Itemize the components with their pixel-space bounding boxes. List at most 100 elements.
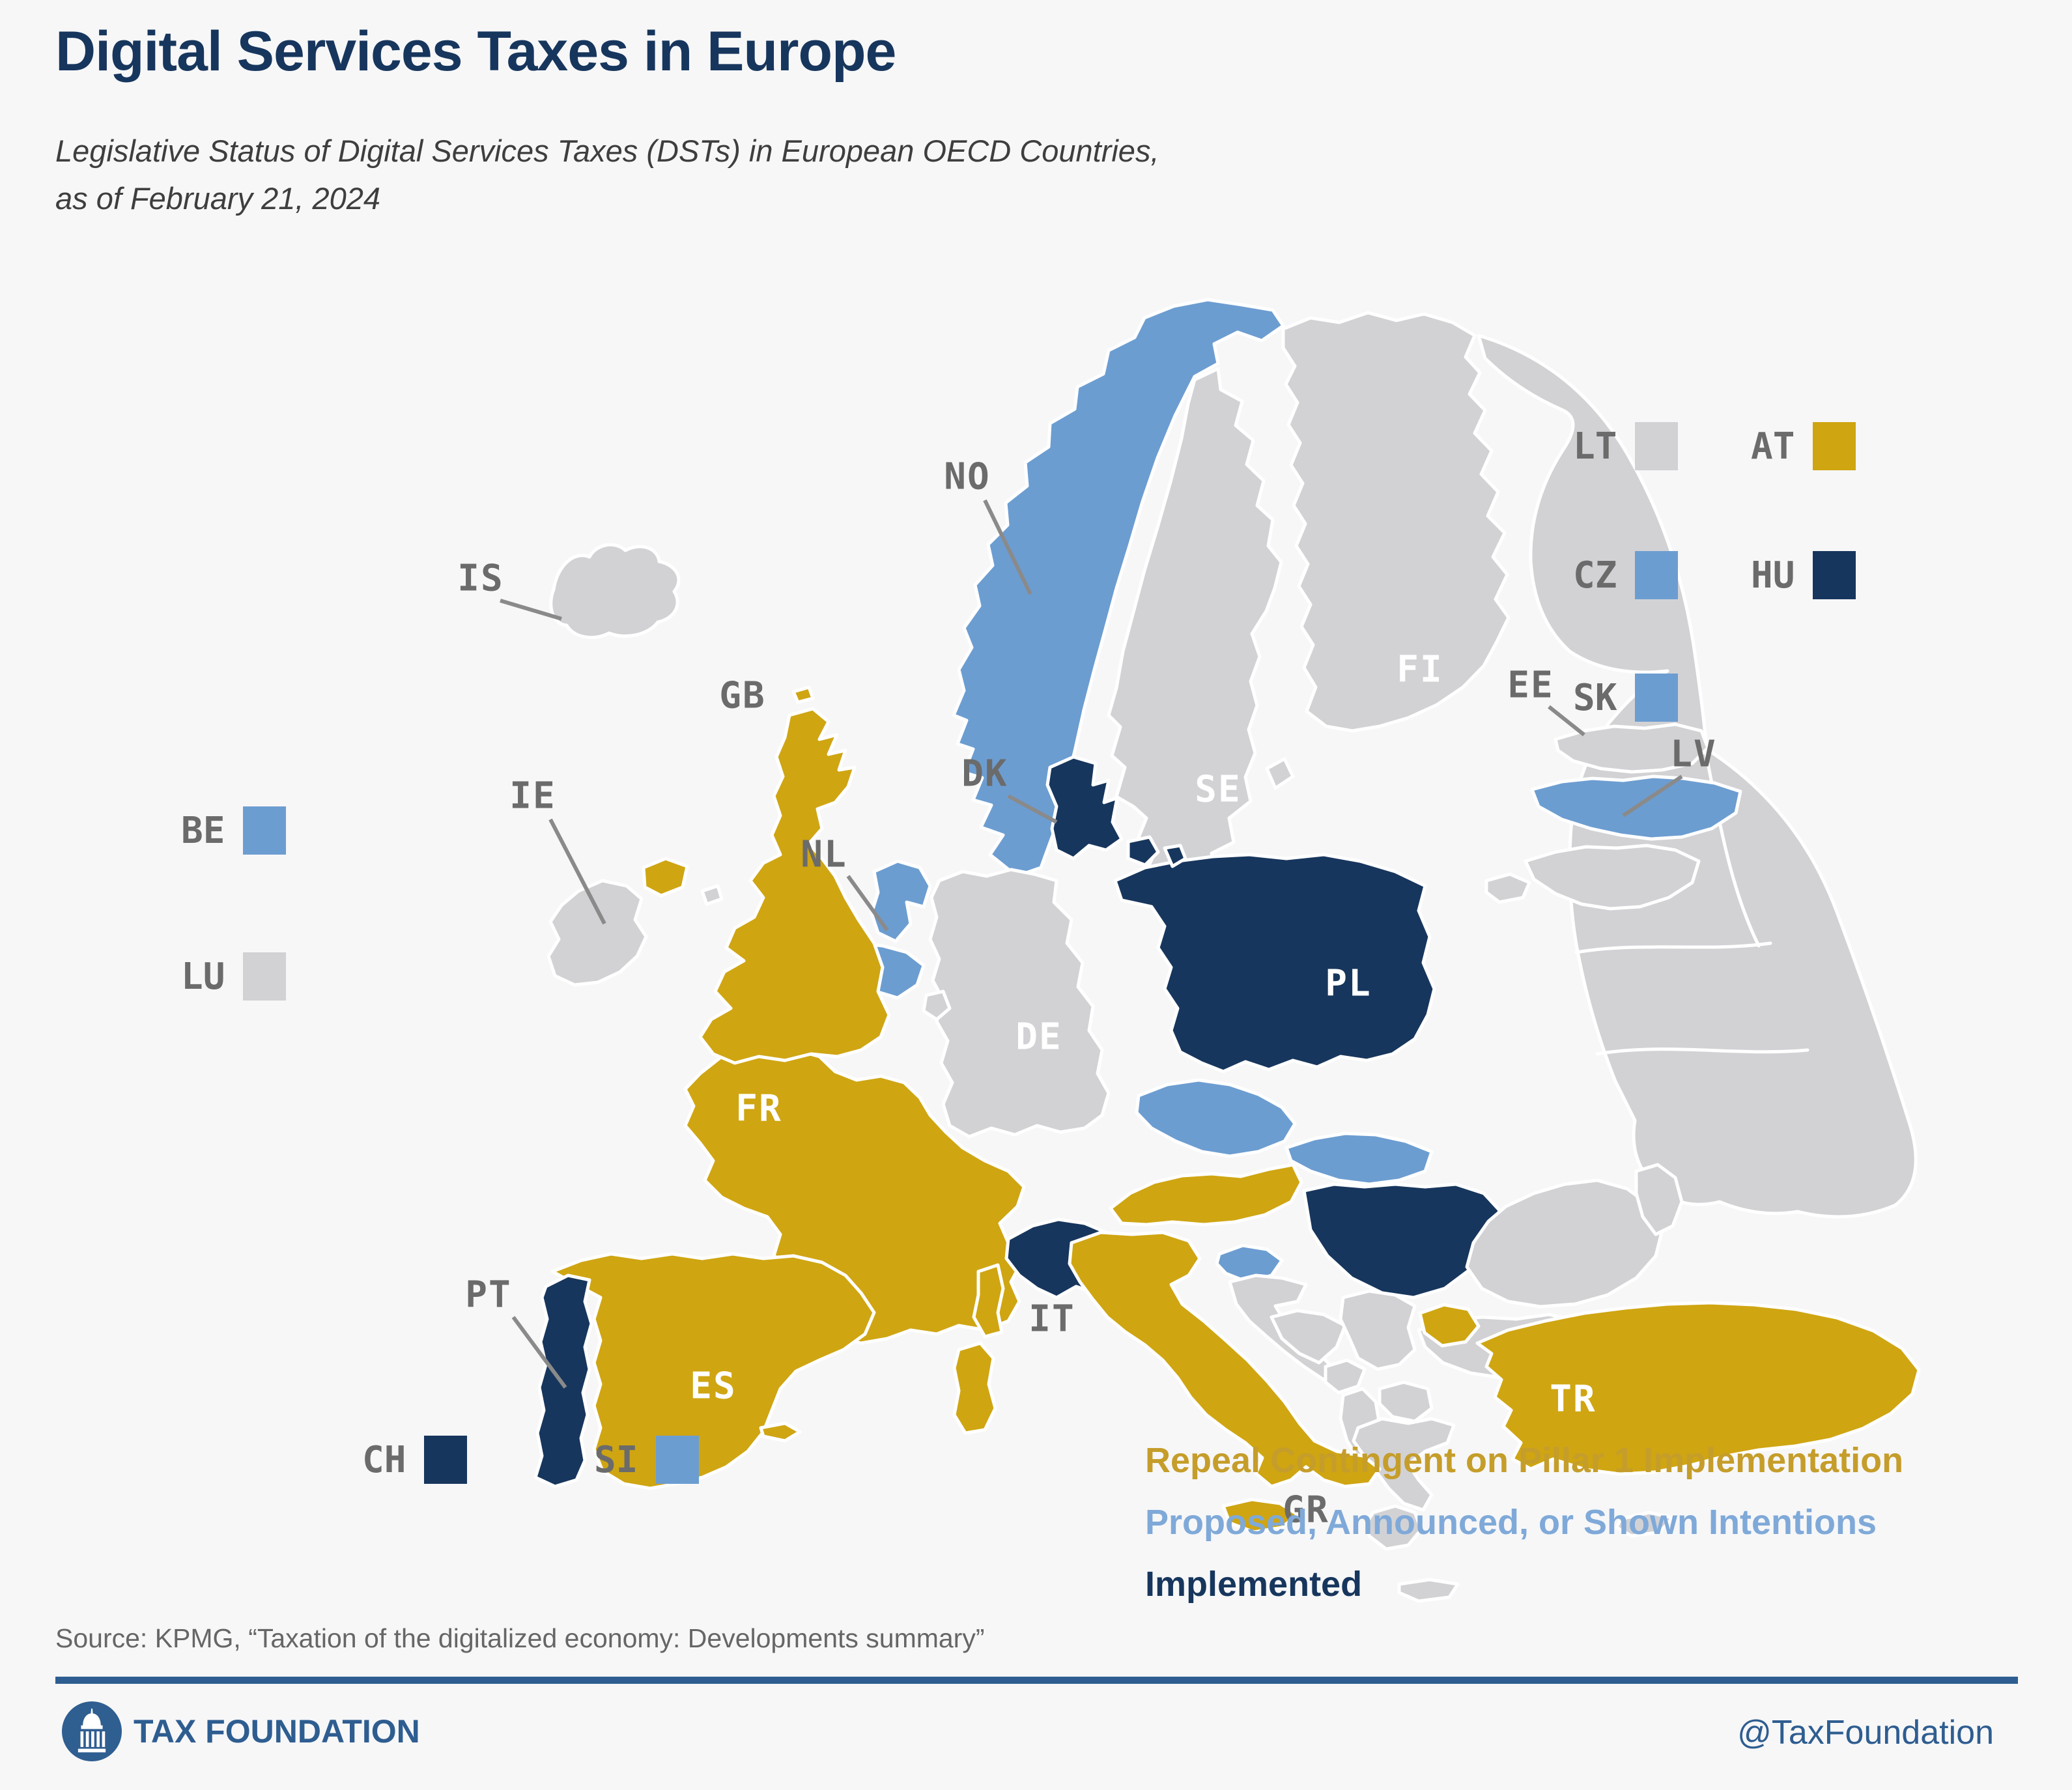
tax-foundation-logo-icon [62,1701,122,1761]
country-denmark [1045,755,1124,860]
country-northern-ireland [642,857,689,898]
map-label-nl: NL [801,833,847,876]
swatch-color-sk [1635,674,1679,722]
region-serbia [1339,1289,1417,1371]
social-handle-link[interactable]: @TaxFoundation [1737,1714,1994,1752]
pointer-line-ie [548,818,606,925]
pointer-line-nl [846,875,889,931]
swatch-row-sk: SK [1573,674,1679,722]
legend-repeal-contingent: Repeal Contingent on Pillar 1 Implementa… [1145,1441,1904,1480]
swatch-label-ch: CH [362,1438,406,1481]
swatch-color-ch [424,1436,468,1484]
swatch-row-lt: LT [1573,422,1679,470]
map-label-pl: PL [1325,962,1372,1005]
swatch-color-be [243,806,287,855]
region-moldova [1634,1163,1684,1236]
region-bosnia [1270,1309,1347,1365]
region-north-macedonia [1378,1380,1434,1423]
swatch-row-lu: LU [181,952,287,1001]
border-ukraine [1595,1047,1809,1056]
country-iceland [549,543,681,640]
swatch-label-sk: SK [1573,676,1617,719]
map-label-tr: TR [1550,1378,1597,1421]
label-pointer-lines [500,499,1683,1389]
island-corsica [972,1263,1005,1339]
country-portugal [533,1273,593,1488]
brand-name: TAX FOUNDATION [134,1713,420,1750]
pointer-line-dk [1007,794,1058,824]
swatch-row-si: SI [594,1436,700,1484]
country-france [683,1048,1026,1345]
country-germany [928,868,1111,1139]
border-russia-baltic [1703,748,1761,948]
region-montenegro [1324,1358,1367,1395]
pointer-line-pt [511,1316,567,1389]
map-label-it: IT [1029,1298,1075,1341]
country-ireland [546,879,648,987]
country-denmark-zealand [1126,835,1160,867]
subtitle-line-2: as of February 21, 2024 [55,180,381,216]
page-subtitle: Legislative Status of Digital Services T… [55,128,1159,223]
country-czechia [1135,1078,1297,1158]
country-turkey-thrace [1418,1303,1481,1348]
legend-proposed: Proposed, Announced, or Shown Intentions [1145,1502,1877,1542]
map-label-ee: EE [1507,664,1554,707]
country-slovakia [1284,1131,1434,1186]
country-finland [1281,311,1511,733]
map-label-es: ES [690,1365,737,1408]
country-netherlands [870,859,932,943]
swatch-row-ch: CH [362,1436,468,1484]
swatch-label-cz: CZ [1573,554,1617,597]
island-balearics [759,1421,802,1443]
map-label-fr: FR [735,1087,782,1130]
legend-implemented: Implemented [1145,1564,1363,1604]
country-lithuania [1524,844,1701,911]
footer-divider [55,1677,2018,1684]
map-label-gb: GB [719,674,766,717]
country-norway [952,298,1285,878]
swatch-label-lu: LU [181,955,225,998]
island-sardinia [952,1341,997,1435]
map-label-pt: PT [465,1273,512,1316]
country-great-britain [698,707,891,1065]
country-greece-peloponnese [1365,1504,1423,1551]
country-denmark-island [1163,844,1187,868]
swatch-label-hu: HU [1751,554,1795,597]
island-crete [1397,1578,1460,1603]
map-label-gr: GR [1283,1488,1329,1531]
region-romania [1465,1178,1664,1309]
island-sicily [1221,1498,1299,1534]
source-attribution: Source: KPMG, “Taxation of the digitaliz… [55,1623,985,1653]
map-label-fi: FI [1397,648,1443,691]
pointer-line-is [500,599,562,621]
subtitle-line-1: Legislative Status of Digital Services T… [55,134,1159,168]
swatch-label-at: AT [1751,425,1795,468]
map-label-dk: DK [961,752,1008,795]
region-kaliningrad [1484,872,1531,904]
map-label-ie: IE [509,774,556,817]
country-spain [550,1252,876,1490]
swatch-row-cz: CZ [1573,551,1679,599]
swatch-color-cz [1635,551,1679,599]
swatch-color-at [1813,422,1856,470]
island-isle-of-man [700,884,724,906]
map-label-de: DE [1015,1016,1062,1058]
map-label-is: IS [457,557,504,600]
country-italy [1068,1230,1382,1488]
page-title: Digital Services Taxes in Europe [55,20,896,83]
country-luxembourg [922,989,952,1021]
country-poland [1113,853,1436,1073]
status-legend: Repeal Contingent on Pillar 1 Implementa… [1145,1437,1903,1608]
swatch-label-lt: LT [1573,425,1617,468]
map-label-lv: LV [1670,733,1717,776]
country-turkey [1475,1301,1921,1476]
country-austria [1109,1163,1303,1227]
swatch-row-hu: HU [1751,551,1856,599]
island-shetland [791,685,815,704]
pointer-line-lv [1622,774,1683,817]
country-sweden [1107,367,1283,888]
swatch-label-si: SI [594,1438,638,1481]
swatch-label-be: BE [181,809,225,852]
